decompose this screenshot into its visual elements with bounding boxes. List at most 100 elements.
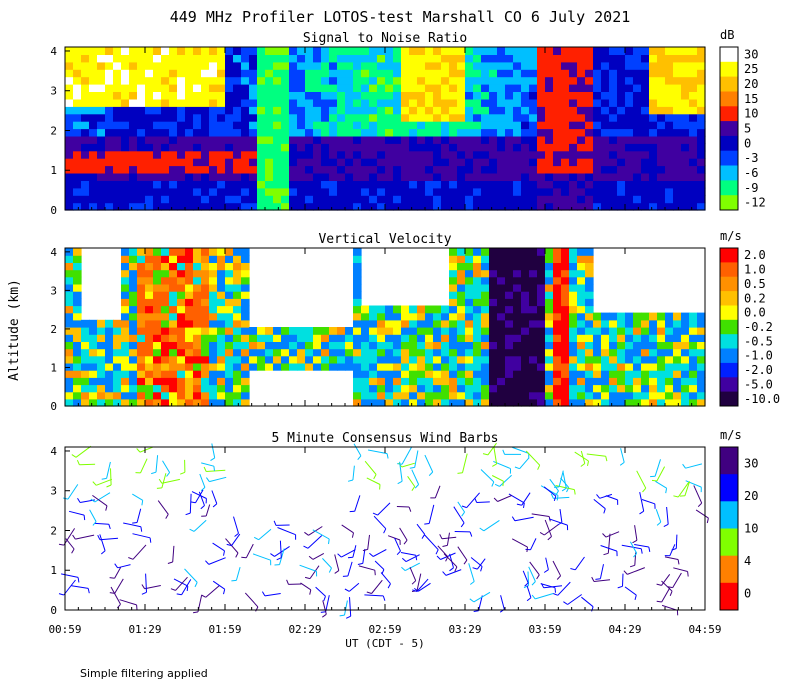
heat-cell (545, 84, 554, 92)
heat-cell (545, 370, 554, 378)
heat-cell (433, 305, 442, 314)
wind-barb (161, 478, 181, 484)
heat-cell (657, 195, 666, 204)
colorbar-swatch (720, 276, 738, 292)
heat-cell (121, 377, 130, 386)
heat-cell (345, 128, 354, 137)
heat-cell (201, 150, 210, 159)
heat-cell (193, 312, 202, 321)
heat-cell (577, 195, 586, 204)
wind-barb (212, 580, 225, 590)
heat-cell (193, 135, 202, 144)
heat-cell (193, 76, 202, 85)
heat-cell (65, 391, 74, 400)
heat-cell (433, 370, 442, 378)
heat-cell (209, 121, 218, 130)
heat-cell (169, 319, 178, 328)
heat-cell (153, 262, 162, 271)
heat-cell (209, 98, 218, 107)
heat-cell (153, 128, 162, 137)
heat-cell (649, 61, 658, 70)
colorbar-swatch (720, 91, 738, 107)
heat-cell (473, 384, 482, 393)
heat-cell (329, 348, 338, 357)
barb-flag (386, 453, 389, 459)
heat-cell (81, 362, 90, 371)
heat-cell (689, 135, 698, 144)
heat-cell (369, 76, 378, 85)
barb-flag (563, 601, 568, 605)
heat-cell (241, 91, 250, 100)
heat-cell (209, 91, 218, 100)
heat-cell (209, 362, 218, 371)
heat-cell (697, 47, 706, 55)
heat-cell (537, 121, 546, 130)
heat-cell (505, 187, 514, 196)
heat-cell (537, 355, 546, 364)
heat-cell (457, 262, 466, 271)
heat-cell (313, 355, 322, 364)
heat-cell (473, 255, 482, 263)
wind-barb (684, 481, 691, 496)
heat-cell (609, 165, 618, 174)
heat-cell (617, 113, 626, 122)
heat-cell (689, 187, 698, 196)
heat-cell (217, 187, 226, 196)
heat-cell (569, 84, 578, 92)
heat-cell (529, 195, 538, 204)
heat-cell (145, 180, 154, 189)
heat-cell (425, 91, 434, 100)
heat-cell (321, 143, 330, 152)
heat-cell (289, 355, 298, 364)
heat-cell (649, 341, 658, 350)
heat-cell (313, 348, 322, 357)
wind-barb (144, 585, 161, 590)
heat-cell (681, 370, 690, 378)
heat-cell (73, 61, 82, 70)
heat-cell (249, 165, 258, 174)
heat-cell (473, 283, 482, 292)
heat-cell (345, 158, 354, 167)
heat-cell (689, 76, 698, 85)
heat-cell (377, 180, 386, 189)
heat-cell (321, 135, 330, 144)
heat-cell (537, 291, 546, 299)
heat-cell (697, 195, 706, 204)
heat-cell (585, 91, 594, 100)
heat-cell (433, 121, 442, 130)
heat-cell (673, 113, 682, 122)
heat-cell (569, 391, 578, 400)
barb-flag (531, 581, 536, 586)
heat-cell (521, 150, 530, 159)
wind-barb (173, 578, 189, 587)
heat-cell (313, 195, 322, 204)
wind-barbs (58, 442, 709, 619)
heat-cell (289, 91, 298, 100)
heat-cell (257, 150, 266, 159)
wind-barb (366, 477, 381, 485)
heat-cell (689, 165, 698, 174)
heat-cell (153, 312, 162, 321)
heat-cell (73, 106, 82, 115)
heat-cell (233, 384, 242, 393)
heat-cell (185, 341, 194, 350)
heat-cell (377, 173, 386, 181)
heat-cell (145, 106, 154, 115)
heat-cell (297, 362, 306, 371)
heat-cell (209, 269, 218, 278)
heat-cell (241, 348, 250, 357)
heat-cell (81, 165, 90, 174)
heat-cell (497, 298, 506, 307)
heat-cell (633, 84, 642, 92)
heat-cell (617, 135, 626, 144)
heat-cell (505, 262, 514, 271)
heat-cell (657, 113, 666, 122)
heat-cell (305, 173, 314, 181)
heat-cell (673, 121, 682, 130)
heat-cell (441, 84, 450, 92)
wind-barb (334, 554, 340, 571)
heat-cell (249, 348, 258, 357)
heat-cell (225, 128, 234, 137)
heat-cell (585, 69, 594, 78)
heat-cell (241, 61, 250, 70)
